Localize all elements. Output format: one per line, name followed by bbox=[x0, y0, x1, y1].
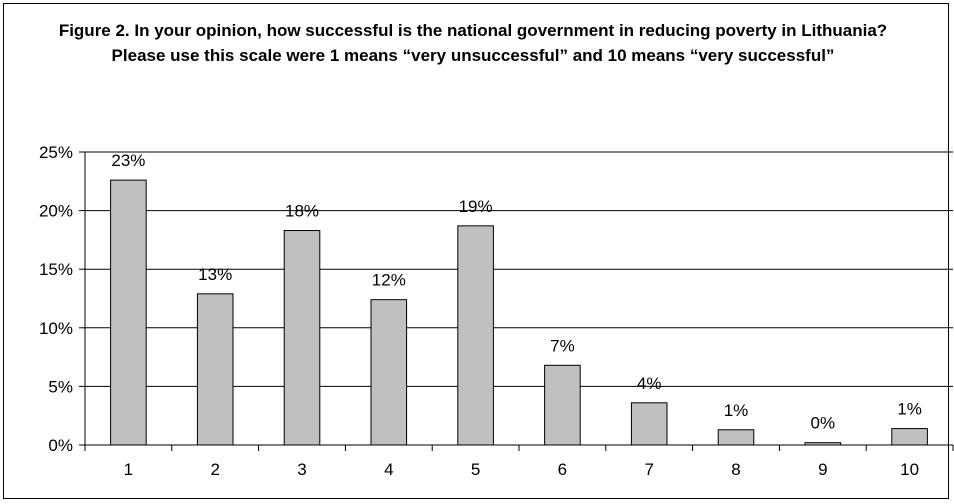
x-tick-label-1: 1 bbox=[124, 460, 133, 479]
chart-title: Figure 2. In your opinion, how successfu… bbox=[58, 21, 888, 65]
data-label-4: 12% bbox=[372, 271, 406, 290]
x-tick-label-3: 3 bbox=[297, 460, 306, 479]
data-label-7: 4% bbox=[637, 374, 662, 393]
bars bbox=[110, 179, 928, 446]
data-label-2: 13% bbox=[198, 265, 232, 284]
y-tick-label-3: 15% bbox=[39, 260, 73, 279]
bar-6 bbox=[544, 364, 581, 446]
bar-3 bbox=[283, 230, 321, 446]
bar-5 bbox=[457, 225, 494, 446]
bar-2 bbox=[196, 293, 234, 446]
x-tick-label-4: 4 bbox=[384, 460, 393, 479]
bar-4 bbox=[370, 299, 408, 446]
data-label-10: 1% bbox=[897, 400, 922, 419]
data-label-5: 19% bbox=[459, 197, 493, 216]
y-tick-label-5: 25% bbox=[39, 143, 73, 162]
bar-10 bbox=[891, 428, 928, 446]
axes bbox=[79, 151, 954, 451]
data-label-8: 1% bbox=[724, 401, 749, 420]
y-tick-label-2: 10% bbox=[39, 319, 73, 338]
x-tick-label-5: 5 bbox=[471, 460, 480, 479]
data-label-6: 7% bbox=[550, 336, 575, 355]
bar-1 bbox=[110, 179, 147, 446]
y-tick-label-0: 0% bbox=[48, 436, 73, 455]
x-tick-label-7: 7 bbox=[644, 460, 653, 479]
x-tick-label-6: 6 bbox=[558, 460, 567, 479]
y-tick-label-1: 5% bbox=[48, 377, 73, 396]
data-label-3: 18% bbox=[285, 202, 319, 221]
x-tick-label-2: 2 bbox=[210, 460, 219, 479]
x-tick-label-8: 8 bbox=[731, 460, 740, 479]
labels: 0% 5% 10% 15% 20% 25% 23% 1 13% 2 18% 3 12% 4 19% 5 7% 6 4… bbox=[39, 143, 922, 479]
x-tick-label-10: 10 bbox=[900, 460, 919, 479]
data-label-1: 23% bbox=[111, 151, 145, 170]
bar-7 bbox=[630, 402, 668, 446]
y-tick-label-4: 20% bbox=[39, 202, 73, 221]
data-label-9: 0% bbox=[811, 414, 836, 433]
x-tick-label-9: 9 bbox=[818, 460, 827, 479]
bar-8 bbox=[717, 429, 755, 446]
